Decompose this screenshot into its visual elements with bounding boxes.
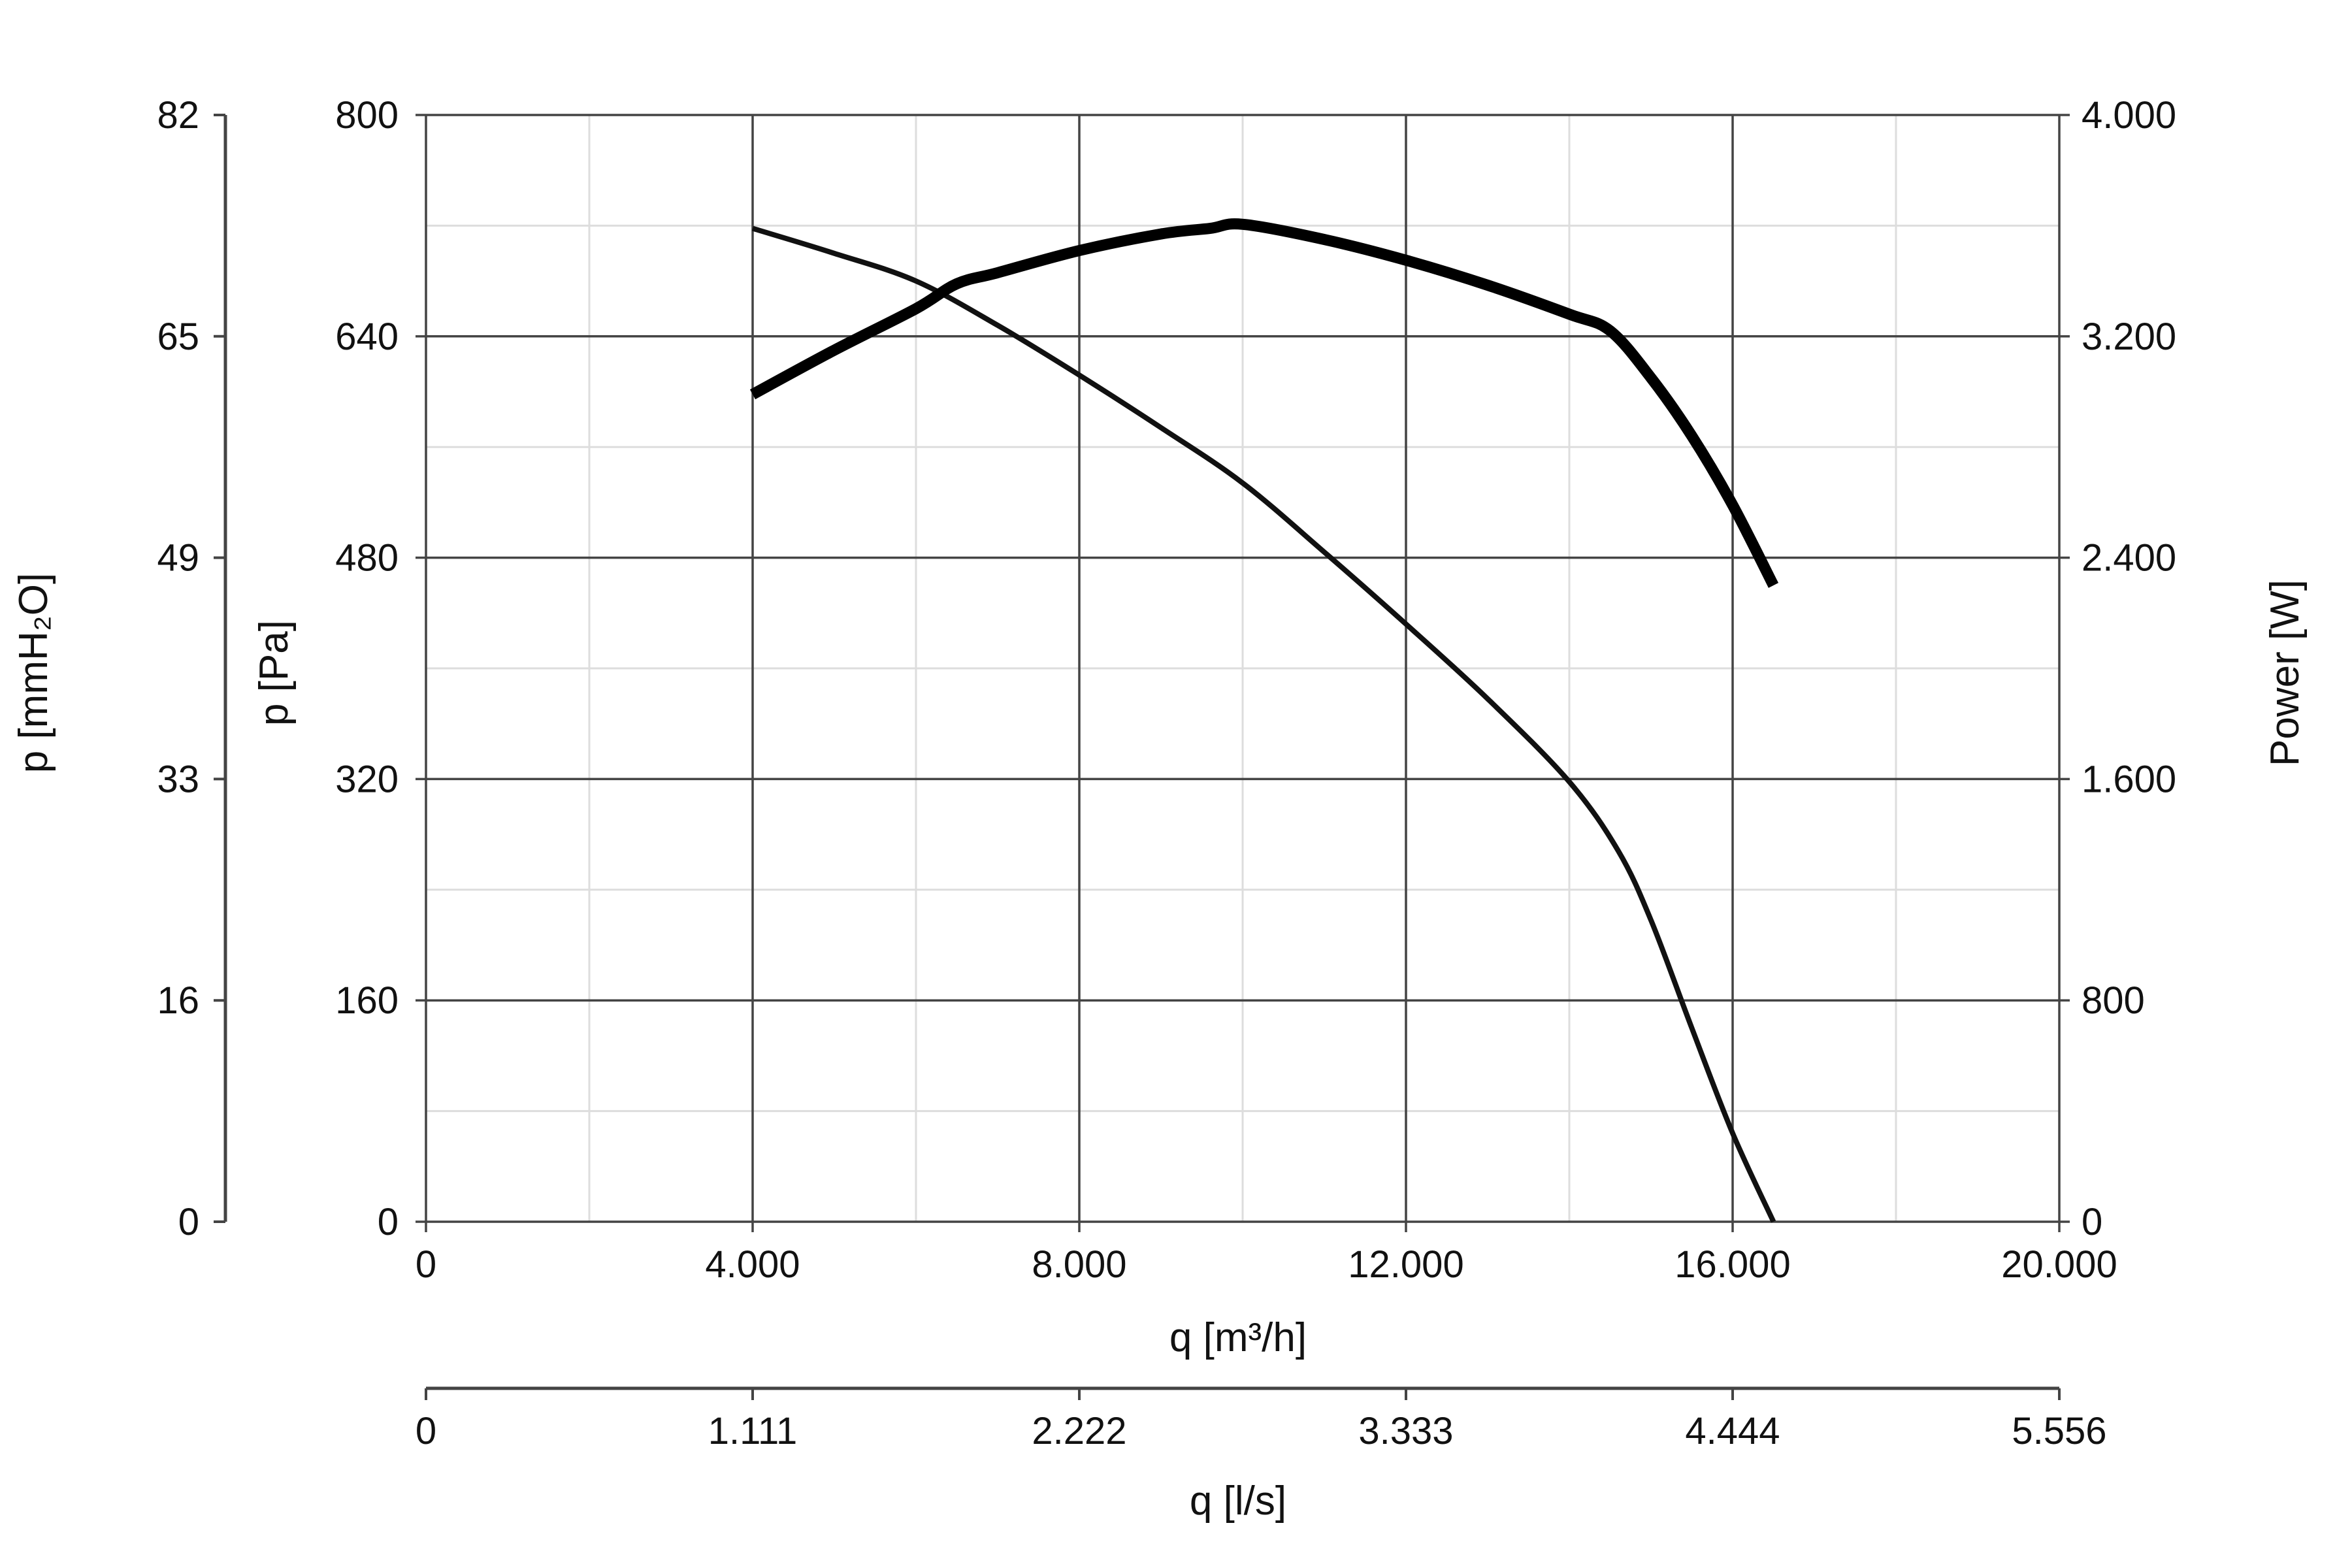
x2-tick-label: 2.222 (1032, 1410, 1126, 1452)
y-tick-label: 640 (335, 316, 399, 358)
y-right-tick-label: 0 (2082, 1201, 2102, 1243)
x2-tick-label: 1.111 (708, 1410, 798, 1452)
y-tick-label: 0 (378, 1201, 399, 1243)
minor-grid (426, 115, 2059, 1222)
x-axis-title: q [m³/h] (1169, 1315, 1307, 1360)
y-outer-tick-label: 0 (178, 1201, 199, 1243)
y-outer-tick-label: 82 (157, 94, 199, 137)
x-tick-label: 8.000 (1032, 1243, 1126, 1286)
x2-tick-label: 4.444 (1685, 1410, 1780, 1452)
y-tick-label: 800 (335, 94, 399, 137)
major-grid (425, 114, 2061, 1223)
x2-tick-label: 0 (416, 1410, 436, 1452)
y-outer-axis-title: p [mmH₂O] (11, 573, 56, 774)
x-tick-label: 20.000 (2001, 1243, 2117, 1286)
y-outer-tick-label: 33 (157, 758, 199, 800)
y-outer-tick-label: 16 (157, 979, 199, 1022)
x-tick-label: 16.000 (1674, 1243, 1790, 1286)
y-right-tick-label: 800 (2082, 979, 2145, 1022)
axes (214, 114, 2070, 1400)
y-right-tick-label: 1.600 (2082, 758, 2176, 800)
y-right-tick-label: 3.200 (2082, 316, 2176, 358)
y-tick-label: 320 (335, 758, 399, 800)
y-outer-tick-label: 49 (157, 537, 199, 580)
series-layer (749, 218, 1779, 1223)
x-tick-label: 4.000 (705, 1243, 800, 1286)
x2-axis-title: q [l/s] (1190, 1478, 1286, 1524)
x2-tick-label: 5.556 (2012, 1410, 2106, 1452)
pressure-curve (751, 225, 1776, 1223)
y-axis-title: p [Pa] (252, 620, 297, 726)
y-right-axis-title: Power [W] (2262, 580, 2308, 766)
x-tick-label: 0 (416, 1243, 436, 1286)
x2-tick-label: 3.333 (1358, 1410, 1453, 1452)
y-outer-tick-label: 65 (157, 316, 199, 358)
tick-labels: 0 16 33 49 65 82 0 1.111 2.222 3.333 4.444 5.556 0 4.… (157, 94, 2176, 1452)
power-curve (749, 218, 1779, 588)
y-right-tick-label: 4.000 (2082, 94, 2176, 137)
x-tick-label: 12.000 (1348, 1243, 1463, 1286)
y-tick-label: 480 (335, 537, 399, 580)
y-right-tick-label: 2.400 (2082, 537, 2176, 580)
y-tick-label: 160 (335, 979, 399, 1022)
